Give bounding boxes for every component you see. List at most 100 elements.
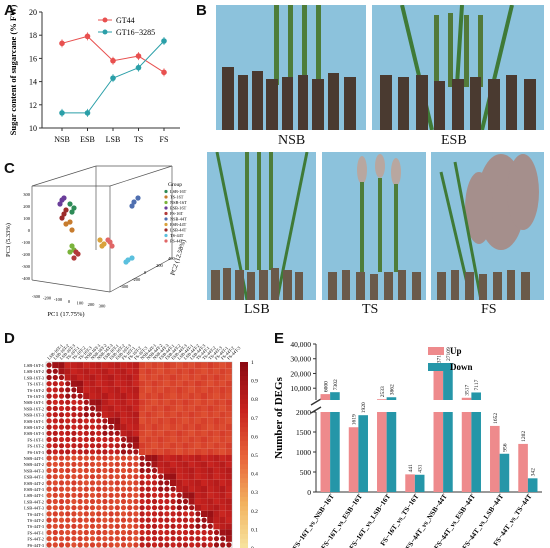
heatmap-cell-circle bbox=[133, 511, 139, 517]
heatmap-cell-circle bbox=[170, 511, 176, 517]
legend-label: LSB-44T bbox=[170, 228, 187, 233]
bar-down bbox=[527, 478, 538, 492]
sugar-content-line-chart: 10 12 14 16 18 20 NSB ESB LSB TS FS Sugar content o… bbox=[8, 4, 180, 144]
heatmap-cell-circle bbox=[65, 461, 71, 467]
heatmap-row-label: FS-16T-2 bbox=[27, 444, 44, 449]
heatmap-cell bbox=[120, 411, 127, 418]
heatmap-cell-circle bbox=[83, 443, 89, 449]
y-tick-label: -200 bbox=[132, 277, 141, 282]
heatmap-cell bbox=[188, 368, 195, 375]
heatmap-cell-circle bbox=[65, 505, 71, 511]
heatmap-cell-circle bbox=[145, 511, 151, 517]
heatmap-cell-circle bbox=[52, 424, 58, 430]
heatmap-cell bbox=[101, 399, 108, 406]
pca-point bbox=[67, 249, 73, 255]
panel-label-d: D bbox=[4, 330, 15, 347]
heatmap-cell bbox=[176, 436, 183, 443]
heatmap-cell-circle bbox=[127, 536, 133, 542]
heatmap-cell-circle bbox=[52, 498, 58, 505]
heatmap-cell-circle bbox=[65, 480, 71, 486]
heatmap-cell-circle bbox=[71, 424, 77, 430]
heatmap-cell-circle bbox=[71, 505, 77, 511]
heatmap-cell-circle bbox=[46, 536, 52, 542]
heatmap-cell bbox=[170, 362, 177, 369]
heatmap-cell bbox=[157, 436, 164, 443]
heatmap-cell bbox=[188, 399, 195, 406]
heatmap-cell bbox=[132, 399, 139, 406]
heatmap-cell bbox=[145, 374, 152, 381]
heatmap-cell bbox=[163, 393, 170, 400]
pca-point bbox=[71, 205, 77, 211]
legend-label: NSB-16T bbox=[170, 200, 187, 205]
photo-label-nsb: NSB bbox=[278, 133, 306, 148]
colorbar-segment bbox=[240, 380, 248, 386]
heatmap-cell-circle bbox=[207, 542, 213, 548]
heatmap-cell bbox=[95, 368, 102, 375]
heatmap-cell bbox=[219, 455, 226, 462]
heatmap-cell bbox=[194, 368, 201, 375]
heatmap-cell bbox=[207, 473, 214, 480]
heatmap-cell bbox=[213, 430, 220, 437]
heatmap-cell bbox=[182, 430, 189, 437]
legend-label: FS-44T bbox=[170, 239, 184, 244]
heatmap-cell bbox=[225, 492, 232, 499]
heatmap-cell bbox=[163, 442, 170, 449]
heatmap-cell bbox=[132, 405, 139, 412]
heatmap-cell-circle bbox=[83, 498, 89, 505]
heatmap-cell-circle bbox=[96, 418, 102, 424]
photo-lsb bbox=[207, 152, 316, 300]
heatmap-cell-circle bbox=[176, 498, 182, 505]
heatmap-cell-circle bbox=[96, 474, 102, 480]
heatmap-cell-circle bbox=[102, 436, 108, 443]
heatmap-cell-circle bbox=[46, 412, 52, 418]
heatmap-cell bbox=[225, 498, 232, 505]
heatmap-cell-circle bbox=[133, 536, 139, 542]
heatmap-cell bbox=[219, 448, 226, 455]
heatmap-cell bbox=[188, 424, 195, 431]
correlation-heatmap: LSB-16T-1LSB-16T-1LSB-16T-2LSB-16T-2LSB-… bbox=[24, 342, 258, 548]
heatmap-cell bbox=[145, 405, 152, 412]
heatmap-cell-circle bbox=[83, 542, 89, 548]
heatmap-cell-circle bbox=[151, 498, 158, 505]
heatmap-cell bbox=[157, 455, 164, 462]
photo-label-lsb: LSB bbox=[244, 302, 270, 317]
bar-up bbox=[320, 394, 331, 400]
heatmap-cell-circle bbox=[83, 399, 89, 405]
heatmap-cell-circle bbox=[89, 523, 96, 529]
bar-value-label: 342 bbox=[531, 468, 537, 477]
heatmap-cell bbox=[194, 386, 201, 393]
data-point bbox=[110, 75, 116, 81]
bar-value-label: 6000 bbox=[323, 381, 329, 392]
heatmap-row-label: FS-44T-3 bbox=[27, 543, 44, 548]
heatmap-cell bbox=[151, 448, 158, 455]
heatmap-cell-circle bbox=[164, 498, 170, 505]
y-tick-label: 18 bbox=[29, 31, 37, 40]
heatmap-cell-circle bbox=[120, 480, 127, 486]
y-tick-label: 12 bbox=[29, 101, 37, 110]
bar-down bbox=[443, 362, 453, 400]
heatmap-cell bbox=[163, 362, 170, 369]
heatmap-cell bbox=[114, 405, 121, 412]
heatmap-cell-circle bbox=[114, 443, 120, 449]
heatmap-cell bbox=[139, 368, 146, 375]
heatmap-row-label: LSB-44T-1 bbox=[24, 493, 44, 498]
colorbar-segment bbox=[240, 362, 248, 368]
colorbar-segment bbox=[240, 394, 248, 400]
heatmap-cell-circle bbox=[83, 511, 89, 517]
heatmap-cell-circle bbox=[151, 480, 158, 486]
bar-up bbox=[433, 368, 444, 400]
heatmap-cell-circle bbox=[52, 387, 58, 393]
heatmap-cell-circle bbox=[46, 381, 52, 387]
heatmap-cell-circle bbox=[65, 523, 71, 529]
heatmap-cell-circle bbox=[108, 511, 114, 517]
heatmap-cell-circle bbox=[189, 511, 195, 517]
heatmap-cell bbox=[151, 430, 158, 437]
heatmap-cell-circle bbox=[220, 536, 226, 542]
photo-nsb bbox=[216, 5, 366, 130]
heatmap-cell bbox=[163, 424, 170, 431]
bar-value-label: 27109 bbox=[446, 347, 452, 361]
heatmap-cell bbox=[219, 517, 226, 524]
heatmap-cell-circle bbox=[108, 523, 114, 529]
heatmap-cell-circle bbox=[46, 362, 52, 368]
heatmap-cell-circle bbox=[96, 517, 102, 523]
